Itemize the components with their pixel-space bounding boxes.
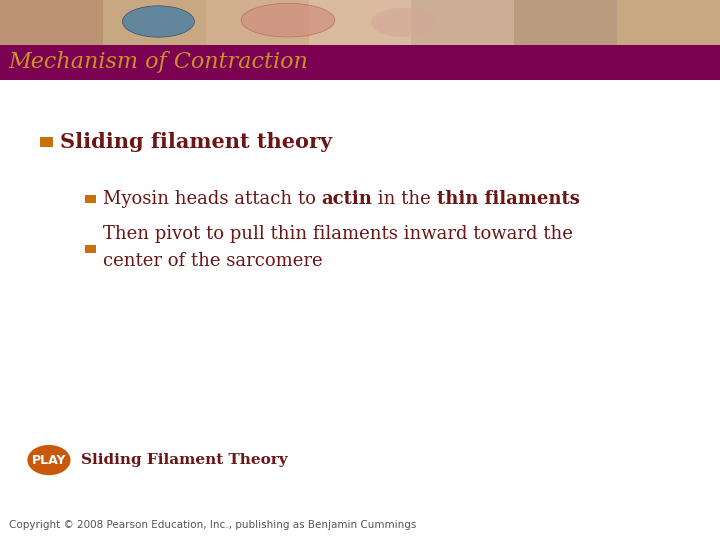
Bar: [40, 137, 53, 147]
Bar: [411, 0, 514, 45]
Text: Myosin heads attach to: Myosin heads attach to: [103, 190, 322, 208]
Text: thin filaments: thin filaments: [437, 190, 580, 208]
Ellipse shape: [241, 3, 335, 37]
Ellipse shape: [371, 8, 436, 37]
Bar: [103, 0, 206, 45]
Text: Then pivot to pull thin filaments inward toward the: Then pivot to pull thin filaments inward…: [103, 225, 573, 243]
Text: Copyright © 2008 Pearson Education, Inc., publishing as Benjamin Cummings: Copyright © 2008 Pearson Education, Inc.…: [9, 520, 416, 530]
Text: Mechanism of Contraction: Mechanism of Contraction: [9, 51, 308, 73]
Bar: [0, 0, 720, 45]
Bar: [617, 0, 720, 45]
Bar: [309, 0, 411, 45]
Bar: [206, 0, 309, 45]
Bar: [0, 0, 103, 45]
Text: Sliding Filament Theory: Sliding Filament Theory: [81, 453, 287, 467]
Bar: [514, 0, 617, 45]
Text: center of the sarcomere: center of the sarcomere: [103, 252, 323, 270]
Bar: [85, 194, 96, 202]
Bar: [85, 245, 96, 253]
Text: actin: actin: [322, 190, 372, 208]
Ellipse shape: [122, 6, 194, 37]
Bar: [0, 45, 720, 80]
Text: in the: in the: [372, 190, 437, 208]
Ellipse shape: [27, 445, 71, 475]
Text: Sliding filament theory: Sliding filament theory: [60, 132, 332, 152]
Text: PLAY: PLAY: [32, 454, 66, 467]
